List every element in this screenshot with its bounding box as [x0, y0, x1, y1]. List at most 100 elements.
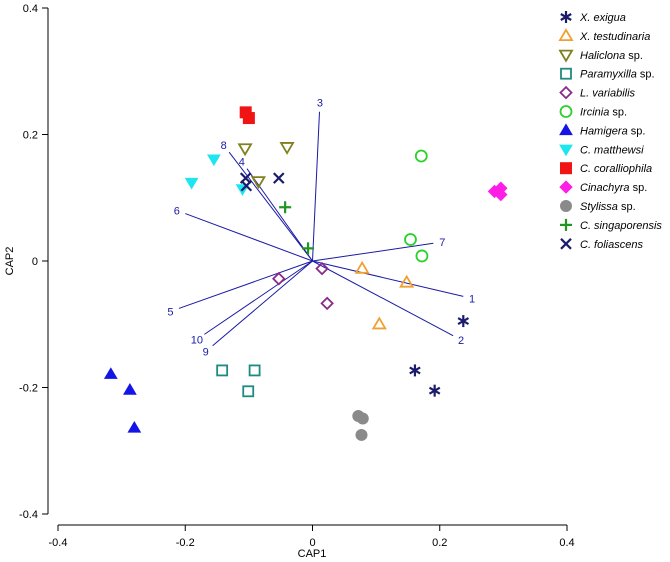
point-stylissa-sp-3 — [355, 428, 368, 441]
legend: X. exigua X. testudinaria Haliclona sp. Par… — [558, 11, 662, 251]
legend-item: Stylissa sp. — [560, 200, 636, 213]
point-paramyxilla-sp-1 — [216, 364, 229, 377]
y-tick-label: 0.2 — [23, 130, 38, 142]
legend-item: L. variabilis — [559, 85, 636, 100]
vector-10 — [204, 260, 313, 335]
legend-marker — [558, 49, 574, 63]
legend-label: Cinachyra sp. — [580, 182, 647, 194]
legend-label: Haliclona sp. — [580, 50, 643, 62]
axes: 0.4 0.2 0 -0.2 -0.4 -0.4 -0.2 0 0.2 0.4 CAP1 CAP… — [4, 3, 575, 560]
point-c-singaporensis-2 — [302, 242, 315, 255]
legend-label: C. coralliophila — [580, 163, 652, 175]
point-x-testudinaria-1 — [354, 260, 370, 274]
point-haliclona-sp-3 — [250, 176, 266, 190]
legend-item: C. coralliophila — [560, 162, 652, 175]
point-hamigera-sp-2 — [123, 383, 137, 395]
point-stylissa-sp-2 — [356, 412, 369, 425]
legend-marker — [560, 218, 572, 231]
point-x-exigua-3 — [428, 384, 441, 397]
legend-marker — [560, 11, 572, 23]
vector-2 — [312, 260, 454, 337]
point-c-foliascens-3 — [240, 179, 253, 192]
y-tick-label: -0.4 — [19, 509, 38, 521]
point-haliclona-sp-2 — [279, 142, 295, 155]
point-ircinia-sp-2 — [404, 233, 417, 246]
vector-8 — [228, 151, 313, 262]
legend-marker — [560, 162, 572, 175]
x-tick-label: -0.4 — [49, 537, 68, 549]
legend-marker — [559, 180, 573, 194]
point-paramyxilla-sp-3 — [242, 385, 255, 398]
vector-label-1: 1 — [469, 293, 475, 305]
vector-1 — [312, 260, 464, 297]
vector-label-4: 4 — [239, 156, 245, 168]
point-cinachyra-sp-3 — [494, 187, 508, 202]
x-axis-label: CAP1 — [298, 548, 327, 560]
legend-marker — [560, 238, 572, 250]
legend-item: C. foliascens — [560, 238, 643, 251]
point-ircinia-sp-3 — [415, 249, 429, 263]
legend-marker — [559, 85, 573, 100]
point-c-singaporensis-1 — [279, 201, 292, 214]
legend-marker — [559, 123, 573, 136]
biplot-vectors: 1 2 3 4 5 6 7 8 910 — [167, 98, 475, 359]
vector-7 — [312, 242, 434, 262]
vector-3 — [312, 111, 320, 262]
legend-label: C. singaporensis — [580, 220, 662, 232]
point-x-testudinaria-2 — [399, 274, 415, 288]
x-tick-label: 0 — [309, 537, 315, 549]
point-hamigera-sp-3 — [127, 420, 142, 433]
point-l-variabilis-3 — [320, 296, 334, 311]
point-c-foliascens-2 — [273, 172, 285, 184]
point-l-variabilis-1 — [272, 271, 286, 286]
point-haliclona-sp-1 — [237, 143, 253, 157]
legend-marker — [560, 67, 572, 80]
legend-item: Ircinia sp. — [559, 105, 627, 119]
x-tick-label: 0.2 — [432, 537, 447, 549]
point-c-matthewsi-2 — [184, 177, 199, 190]
x-tick-label: 0.4 — [559, 537, 574, 549]
legend-item: Paramyxilla sp. — [560, 67, 655, 81]
legend-marker — [558, 28, 574, 41]
vector-label-2: 2 — [458, 335, 464, 347]
point-c-coralliophila-2 — [242, 112, 255, 125]
point-hamigera-sp-1 — [103, 367, 118, 379]
legend-item: X. exigua — [560, 11, 626, 24]
legend-label: X. testudinaria — [579, 31, 650, 43]
vector-label-6: 6 — [174, 205, 180, 217]
point-x-exigua-2 — [409, 364, 421, 377]
vector-label-10: 10 — [191, 334, 203, 346]
legend-item: C. matthewsi — [559, 144, 644, 157]
legend-item: C. singaporensis — [560, 218, 662, 232]
legend-label: Stylissa sp. — [580, 201, 636, 213]
legend-label: Paramyxilla sp. — [580, 69, 655, 81]
legend-label: C. foliascens — [580, 239, 643, 251]
legend-marker — [559, 105, 573, 118]
legend-marker — [560, 200, 572, 212]
legend-label: X. exigua — [579, 12, 626, 24]
y-tick-label: 0 — [32, 256, 38, 268]
point-l-variabilis-2 — [315, 261, 329, 276]
vector-6 — [185, 213, 313, 262]
vector-4 — [246, 168, 313, 262]
point-x-testudinaria-3 — [371, 316, 387, 330]
vector-label-7: 7 — [439, 237, 445, 249]
point-c-matthewsi-1 — [207, 154, 221, 167]
legend-label: Ircinia sp. — [580, 107, 627, 119]
y-axis-label: CAP2 — [4, 247, 16, 276]
legend-label: L. variabilis — [580, 88, 636, 100]
legend-label: Hamigera sp. — [580, 125, 645, 137]
vector-label-9: 9 — [203, 347, 209, 359]
legend-item: Haliclona sp. — [558, 49, 643, 63]
vector-9 — [212, 260, 313, 347]
vector-label-5: 5 — [167, 306, 173, 318]
x-ticks: -0.4 -0.2 0 0.2 0.4 — [49, 525, 575, 549]
point-paramyxilla-sp-2 — [248, 364, 261, 377]
point-ircinia-sp-1 — [414, 149, 428, 163]
legend-item: Cinachyra sp. — [559, 180, 647, 194]
legend-item: X. testudinaria — [558, 28, 650, 43]
legend-label: C. matthewsi — [580, 144, 644, 156]
y-tick-label: -0.2 — [19, 383, 38, 395]
legend-marker — [559, 144, 573, 157]
